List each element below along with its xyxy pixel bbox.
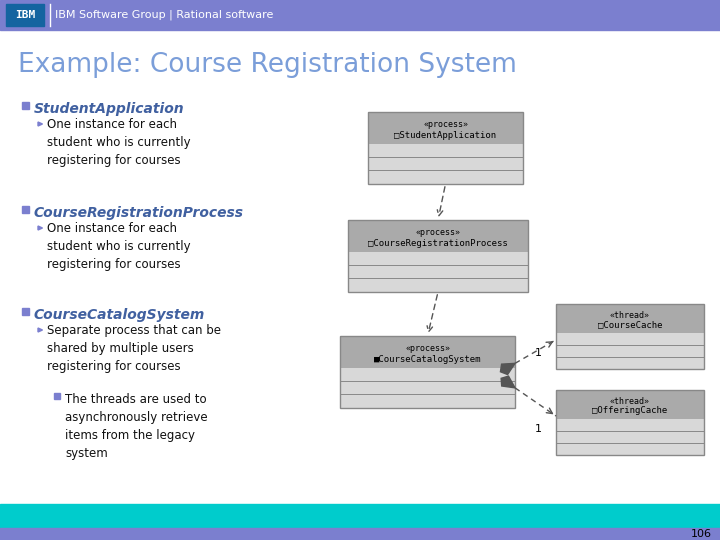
Bar [6,4,44,26]
Text: «thread»: «thread» [610,396,650,406]
Text: CourseRegistrationProcess: CourseRegistrationProcess [34,206,244,220]
Bar [54,393,60,399]
Bar [368,112,523,144]
Bar [340,336,515,368]
Bar [348,252,528,292]
Polygon shape [38,226,42,230]
Bar [368,112,523,184]
Text: One instance for each
student who is currently
registering for courses: One instance for each student who is cur… [47,118,191,167]
Bar [22,206,29,213]
Bar [556,333,704,369]
Bar [0,504,720,528]
Bar [348,220,528,252]
Bar [348,220,528,292]
Text: 106: 106 [691,529,712,539]
Text: ■CourseCatalogSystem: ■CourseCatalogSystem [374,355,481,363]
Text: □OfferingCache: □OfferingCache [593,407,667,415]
Polygon shape [38,122,42,126]
Text: CourseCatalogSystem: CourseCatalogSystem [34,308,205,322]
Text: 1: 1 [535,348,542,357]
Bar [368,144,523,184]
Text: IBM: IBM [15,10,35,20]
Bar [556,304,704,333]
Text: IBM Software Group | Rational software: IBM Software Group | Rational software [55,10,274,20]
Polygon shape [500,363,515,375]
Text: StudentApplication: StudentApplication [34,102,184,116]
Text: «process»: «process» [405,343,450,353]
Bar [556,390,704,455]
Text: One instance for each
student who is currently
registering for courses: One instance for each student who is cur… [47,222,191,271]
Polygon shape [38,328,42,332]
Bar [0,0,720,30]
Text: Separate process that can be
shared by multiple users
registering for courses: Separate process that can be shared by m… [47,324,221,373]
Bar [556,419,704,455]
Text: The threads are used to
asynchronously retrieve
items from the legacy
system: The threads are used to asynchronously r… [65,393,207,460]
Text: Example: Course Registration System: Example: Course Registration System [18,52,517,78]
Polygon shape [501,376,515,388]
Text: «thread»: «thread» [610,310,650,320]
Bar [556,304,704,369]
Bar [340,368,515,408]
Text: «process»: «process» [415,228,461,237]
Bar [556,390,704,419]
Text: □StudentApplication: □StudentApplication [395,131,497,139]
Bar [340,336,515,408]
Text: □CourseCache: □CourseCache [598,320,662,329]
Bar [22,102,29,109]
Bar [0,528,720,540]
Text: «process»: «process» [423,120,468,129]
Text: □CourseRegistrationProcess: □CourseRegistrationProcess [368,239,508,247]
Bar [22,308,29,315]
Text: 1: 1 [535,424,542,434]
